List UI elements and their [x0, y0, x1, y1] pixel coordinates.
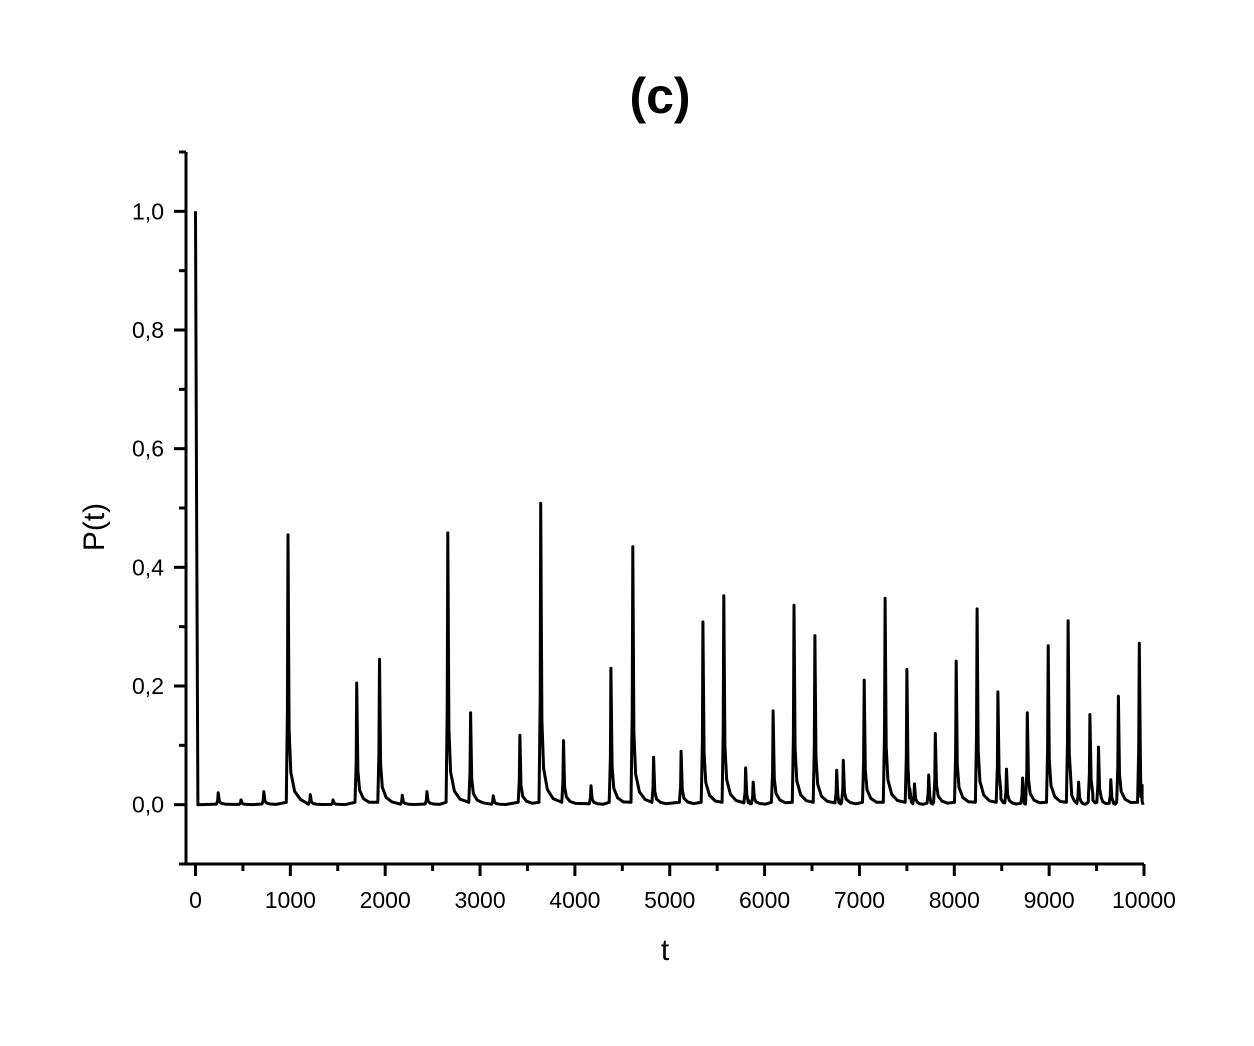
y-tick-label: 0,2 [132, 673, 164, 699]
y-tick-label: 1,0 [132, 198, 164, 224]
x-tick-label: 7000 [834, 887, 885, 913]
y-tick-label: 0,0 [132, 792, 164, 818]
x-ticks: 0 1000 2000 3000 4000 5000 6000 7000 8000 9000 100… [189, 864, 1176, 913]
x-tick-label: 0 [189, 887, 202, 913]
x-tick-label: 4000 [549, 887, 600, 913]
x-tick-label: 8000 [929, 887, 980, 913]
chart-title: (c) [629, 68, 690, 124]
plot-area [194, 211, 1145, 807]
y-tick-label: 0,4 [132, 554, 164, 580]
x-tick-label: 3000 [454, 887, 505, 913]
y-axis-title: P(t) [78, 503, 111, 551]
x-tick-label: 9000 [1024, 887, 1075, 913]
x-tick-label: 2000 [360, 887, 411, 913]
x-tick-label: 5000 [644, 887, 695, 913]
x-tick-label: 10000 [1112, 887, 1176, 913]
y-tick-label: 0,8 [132, 317, 164, 343]
x-tick-label: 6000 [739, 887, 790, 913]
series-line [194, 211, 1145, 807]
x-tick-label: 1000 [265, 887, 316, 913]
x-axis-title: t [661, 934, 670, 967]
y-ticks: 0,0 0,2 0,4 0,6 0,8 1,0 [132, 150, 186, 866]
y-tick-label: 0,6 [132, 436, 164, 462]
